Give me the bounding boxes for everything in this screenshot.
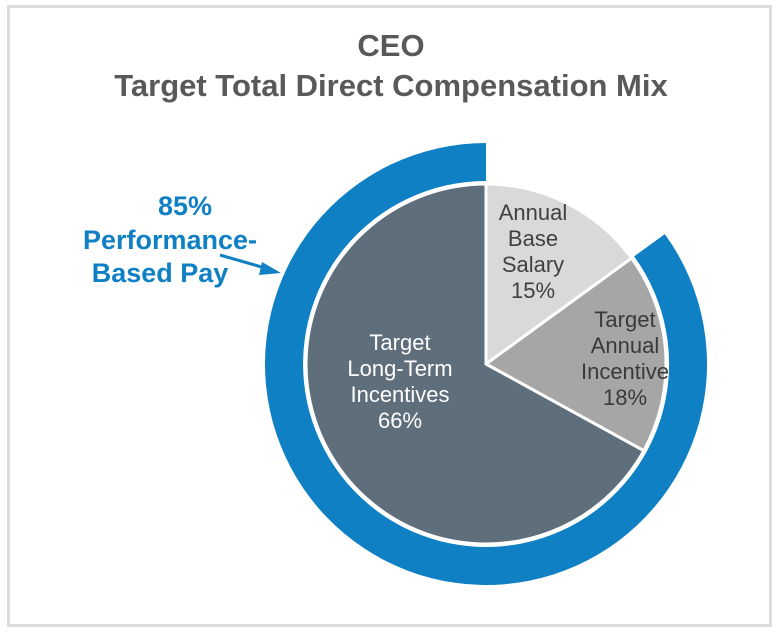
performance-pay-label-line2: Based Pay: [91, 258, 229, 288]
chart-subtitle: Target Total Direct Compensation Mix: [114, 68, 668, 103]
lti-label-pct: 66%: [377, 408, 423, 433]
slice-target-long-term-incentives: [304, 182, 646, 546]
salary-label-pct: 15%: [510, 278, 556, 303]
salary-label-line2: Base: [507, 226, 559, 251]
slice-target-annual-incentive: [483, 256, 668, 453]
lti-label-line1: Target: [369, 330, 431, 355]
label-target-long-term-incentives: Target Long-Term Incentives 66%: [325, 330, 475, 434]
label-annual-base-salary: Annual Base Salary 15%: [478, 200, 588, 304]
incentive-label-line1: Target: [594, 307, 656, 332]
performance-pay-label-line1: Performance-: [82, 225, 258, 255]
chart-title: CEO: [357, 28, 425, 63]
incentive-label-line2: Annual: [590, 333, 660, 358]
performance-pay-percent: 85%: [157, 191, 213, 221]
lti-label-line2: Long-Term: [347, 356, 453, 381]
salary-label-line3: Salary: [501, 252, 565, 277]
slice-annual-base-salary: [484, 182, 634, 367]
incentive-label-pct: 18%: [602, 385, 648, 410]
incentive-label-line3: Incentive: [580, 359, 670, 384]
label-target-annual-incentive: Target Annual Incentive 18%: [560, 307, 690, 411]
salary-label-line1: Annual: [498, 200, 568, 225]
lti-label-line3: Incentives: [350, 382, 450, 407]
callout-arrow-icon: [219, 253, 281, 275]
